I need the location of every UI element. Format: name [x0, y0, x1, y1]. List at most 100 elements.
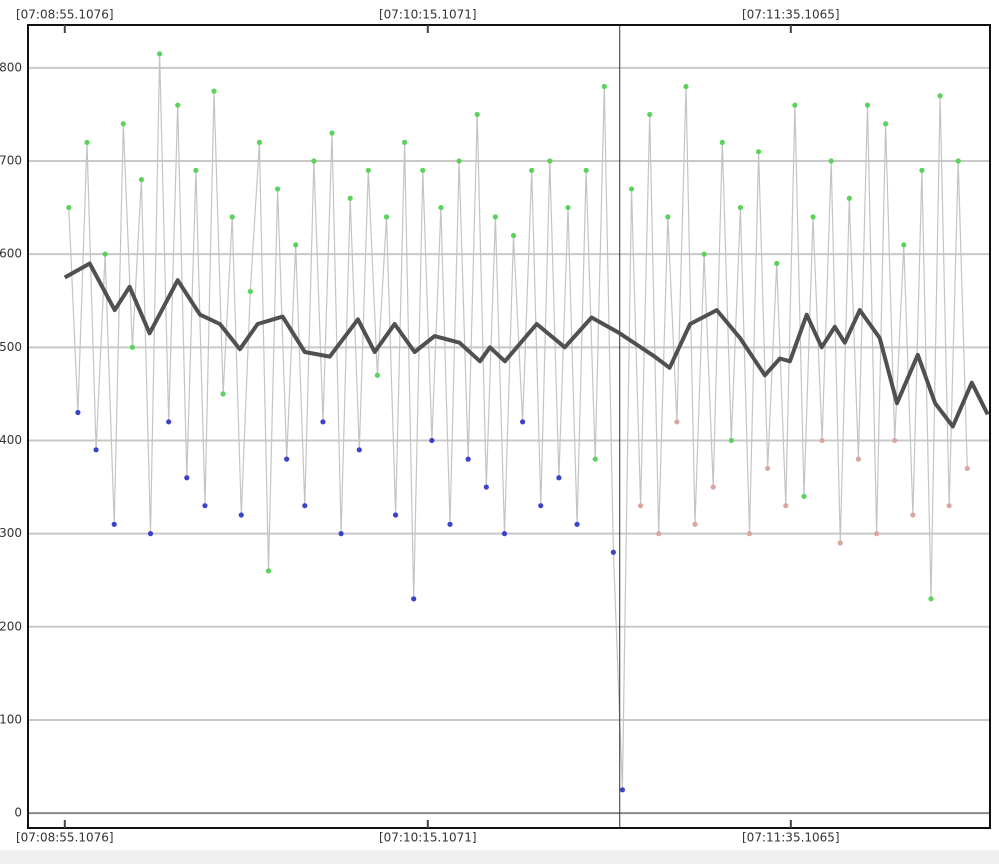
point	[946, 503, 952, 509]
point	[529, 167, 535, 173]
point	[438, 204, 444, 211]
point	[293, 242, 299, 248]
point	[547, 158, 553, 164]
point	[247, 288, 253, 295]
point	[284, 456, 290, 462]
point	[320, 419, 326, 425]
point	[601, 83, 607, 90]
point	[84, 139, 90, 145]
y-tick-label: 100	[0, 712, 22, 726]
point	[66, 204, 72, 211]
point	[93, 447, 99, 453]
point	[238, 512, 244, 518]
point	[175, 102, 181, 108]
point	[910, 512, 916, 518]
point	[774, 260, 780, 267]
point	[229, 214, 235, 220]
point	[892, 437, 898, 444]
point	[365, 167, 371, 173]
point	[265, 568, 272, 574]
point	[483, 484, 489, 490]
point	[656, 531, 662, 537]
point	[465, 456, 471, 462]
point	[710, 484, 716, 490]
point	[274, 186, 281, 192]
point	[120, 121, 126, 127]
point	[138, 177, 145, 183]
point	[156, 51, 163, 57]
point	[828, 158, 834, 164]
point	[819, 437, 825, 444]
point	[383, 214, 390, 220]
y-tick-label: 600	[0, 247, 22, 261]
point	[520, 419, 526, 425]
point	[701, 251, 707, 257]
point	[647, 111, 653, 118]
point	[347, 195, 353, 201]
point	[837, 540, 843, 546]
y-tick-label: 200	[0, 619, 22, 633]
point	[928, 596, 934, 602]
point	[855, 456, 862, 462]
point	[338, 531, 344, 537]
point	[75, 409, 81, 416]
point	[456, 158, 462, 164]
point	[565, 204, 571, 211]
x-tick-label: [07:11:35.1065]	[742, 831, 840, 845]
plot	[63, 25, 990, 828]
point	[619, 787, 626, 793]
point	[392, 512, 399, 518]
point	[147, 531, 154, 537]
point	[166, 419, 172, 425]
point	[692, 521, 698, 527]
point	[810, 214, 816, 220]
point	[783, 503, 789, 509]
point	[302, 503, 308, 509]
point	[765, 465, 771, 472]
point	[111, 521, 117, 527]
point	[220, 391, 226, 397]
y-tick-label: 700	[0, 154, 22, 168]
point	[538, 503, 544, 509]
point	[683, 83, 689, 90]
series-line	[68, 53, 968, 791]
point	[846, 195, 852, 201]
point	[402, 139, 408, 145]
point	[184, 475, 190, 481]
point	[919, 167, 925, 173]
point	[628, 186, 635, 192]
point	[864, 102, 871, 108]
series-line	[63, 261, 990, 429]
point	[955, 158, 961, 164]
point	[129, 344, 135, 350]
point	[728, 437, 734, 444]
y-tick-label: 800	[0, 60, 22, 74]
y-tick-label: 300	[0, 526, 22, 540]
x-tick-label: [07:10:15.1071]	[379, 831, 477, 845]
point	[374, 372, 381, 378]
x-tick-label: [07:08:55.1076]	[16, 8, 114, 22]
point	[193, 167, 199, 173]
point	[719, 139, 725, 145]
point	[737, 204, 744, 211]
point	[102, 251, 108, 257]
point	[873, 531, 880, 537]
x-tick-label: [07:10:15.1071]	[379, 8, 477, 22]
point	[583, 167, 589, 173]
point	[356, 447, 362, 453]
x-tick-label: [07:08:55.1076]	[16, 831, 114, 845]
point	[510, 232, 517, 239]
point	[746, 531, 753, 537]
point	[637, 503, 644, 509]
point	[429, 437, 435, 444]
x-tick-label: [07:11:35.1065]	[742, 8, 840, 22]
y-tick-label: 400	[0, 433, 22, 447]
point	[492, 214, 498, 220]
point	[501, 531, 508, 537]
point	[411, 596, 417, 602]
point	[420, 167, 426, 173]
y-tick-label: 500	[0, 340, 22, 354]
point	[202, 503, 208, 509]
